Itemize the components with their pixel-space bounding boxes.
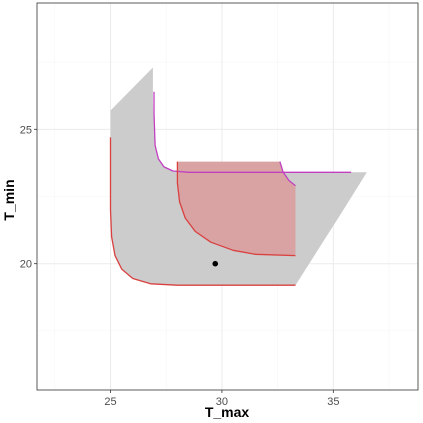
- panel-border: [36, 2, 419, 391]
- plot-panel: 25 30 35 20 25: [20, 2, 419, 408]
- y-tick-label: 25: [20, 124, 32, 136]
- outer-lower-boundary: [109, 137, 296, 286]
- y-axis-title: T_min: [1, 179, 17, 220]
- data-point: [212, 260, 219, 267]
- x-tick-label: 25: [104, 396, 116, 408]
- x-axis-title: T_max: [205, 404, 250, 420]
- y-tick-label: 20: [20, 259, 32, 271]
- outer-upper-boundary: [153, 91, 352, 173]
- inner-lower-boundary: [176, 161, 296, 257]
- inner-upper-boundary: [279, 161, 296, 187]
- x-tick-label: 30: [216, 396, 228, 408]
- x-tick-label: 35: [327, 396, 339, 408]
- inner-region: [177, 161, 296, 256]
